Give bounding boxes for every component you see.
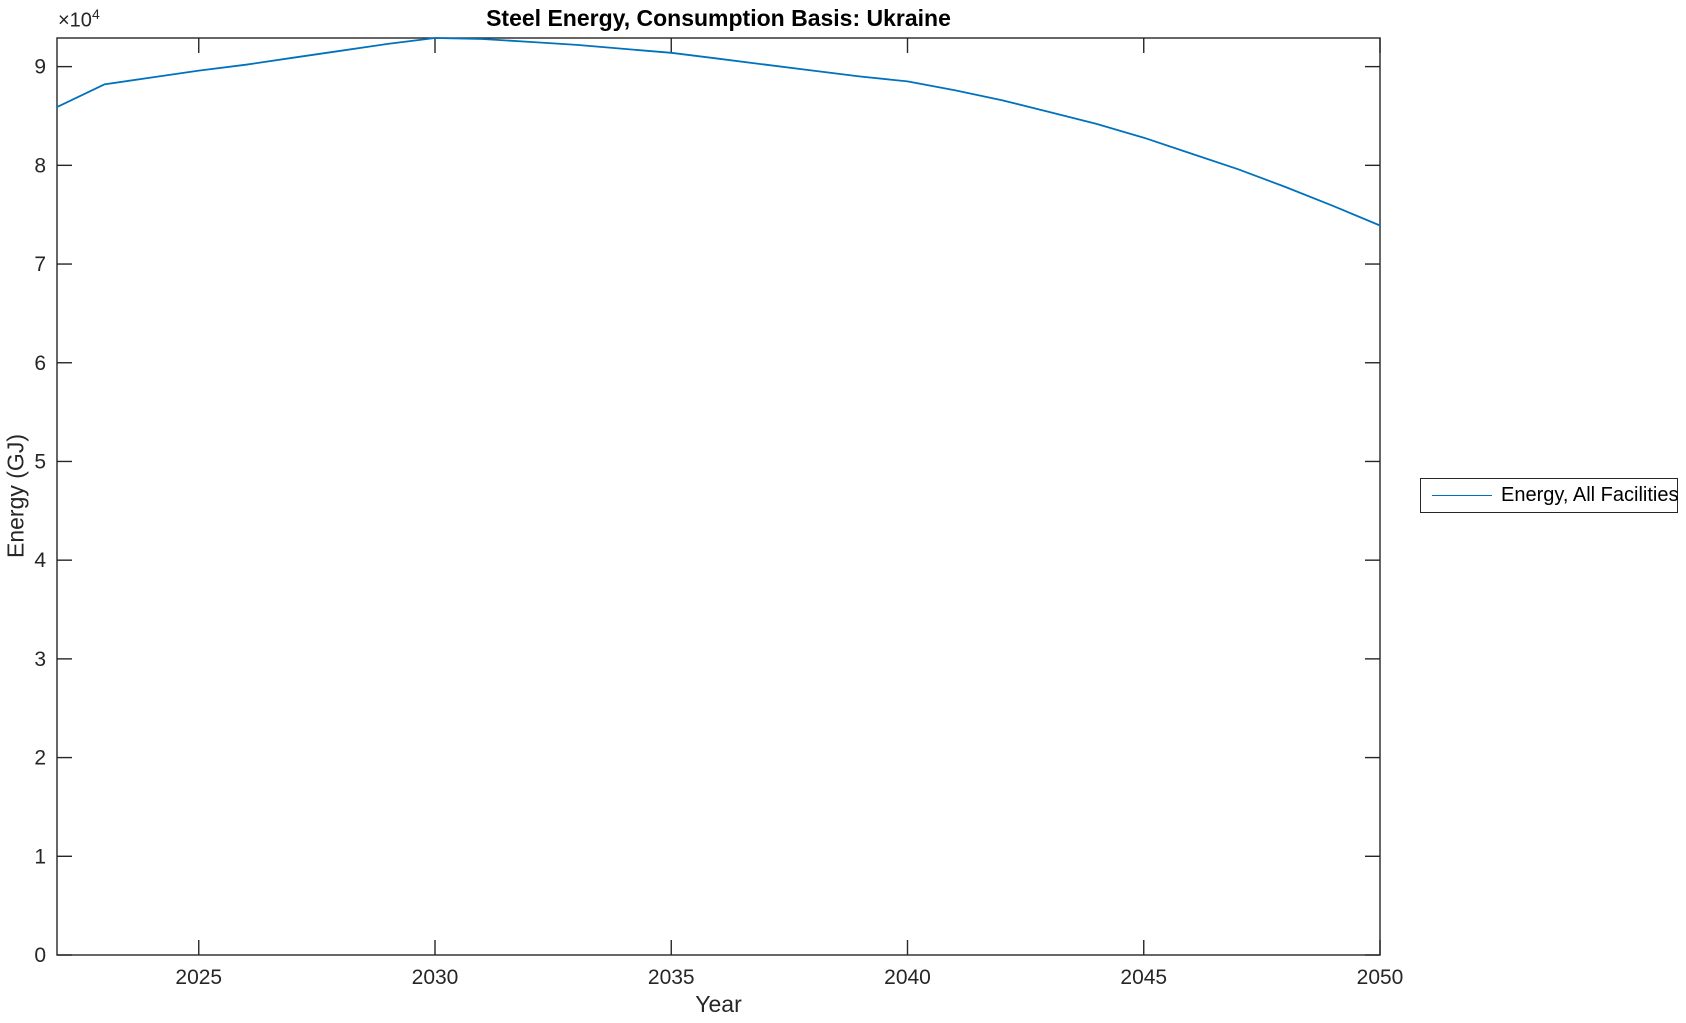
y-tick-label: 0: [34, 944, 46, 967]
legend-line-sample: [1432, 494, 1492, 497]
x-tick-label: 2040: [884, 966, 931, 989]
x-tick-label: 2030: [412, 966, 459, 989]
axes-box: [56, 37, 1381, 956]
y-axis-multiplier: ×104: [58, 6, 100, 33]
y-tick-label: 8: [34, 154, 46, 177]
y-tick-label: 2: [34, 747, 46, 770]
legend: Energy, All Facilities: [1420, 478, 1678, 513]
x-axis-label: Year: [695, 991, 742, 1017]
y-tick-label: 7: [34, 253, 46, 276]
y-tick-label: 6: [34, 352, 46, 375]
y-tick-label: 3: [34, 648, 46, 671]
chart-title: Steel Energy, Consumption Basis: Ukraine: [486, 5, 951, 31]
energy-series-line: [56, 37, 1381, 227]
y-tick-label: 4: [34, 549, 46, 572]
y-tick-label: 1: [34, 845, 46, 868]
x-tick-label: 2050: [1357, 966, 1404, 989]
y-axis-label: Energy (GJ): [2, 434, 29, 558]
y-tick-label: 5: [34, 450, 46, 473]
multiplier-exponent: 4: [91, 6, 100, 22]
multiplier-base: ×10: [58, 9, 92, 32]
x-tick-label: 2045: [1120, 966, 1167, 989]
x-tick-label: 2025: [175, 966, 222, 989]
legend-entry-label: Energy, All Facilities: [1501, 484, 1679, 506]
x-tick-label: 2035: [648, 966, 695, 989]
y-tick-label: 9: [34, 56, 46, 79]
